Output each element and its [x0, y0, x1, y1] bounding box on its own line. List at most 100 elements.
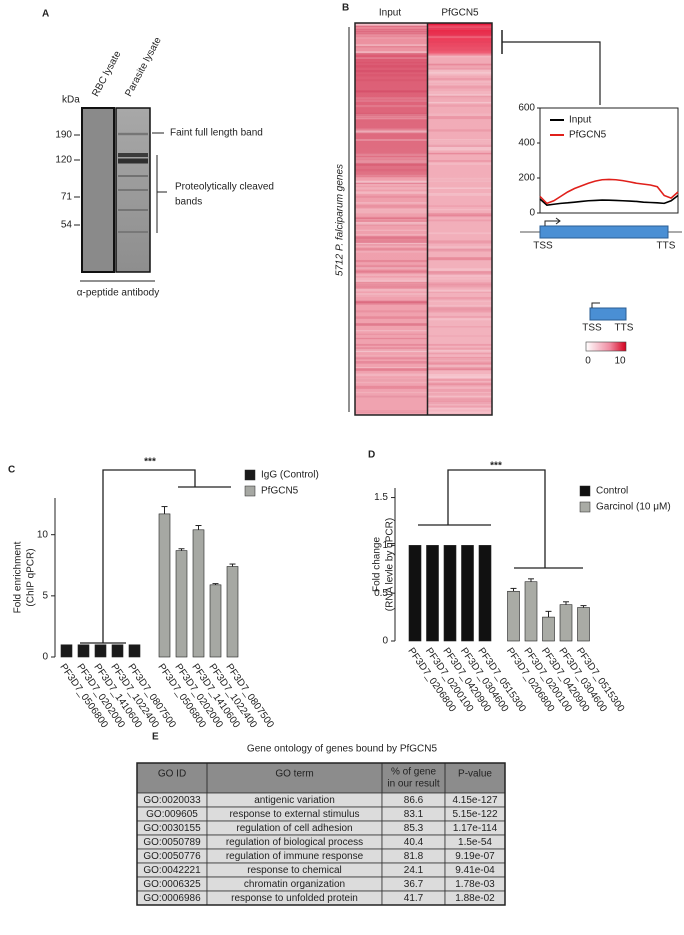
heatmap-stripe	[355, 379, 427, 382]
heatmap-stripe	[428, 27, 492, 29]
blot-lane	[115, 107, 151, 273]
heatmap-stripe	[428, 362, 492, 364]
heatmap-stripe	[428, 246, 492, 250]
heatmap-stripe	[355, 410, 427, 413]
table-cell-text: GO:0006325	[143, 879, 201, 890]
heatmap-stripe	[428, 71, 492, 74]
bar	[443, 545, 457, 642]
heatmap-stripe	[355, 234, 427, 236]
heatmap-stripe	[428, 363, 492, 366]
bar	[175, 550, 188, 658]
bar	[559, 604, 573, 642]
blot-band	[118, 209, 148, 211]
heatmap-stripe	[428, 248, 492, 252]
table-cell-text: regulation of immune response	[226, 851, 364, 862]
heatmap-stripe	[355, 73, 427, 77]
heatmap-stripe	[428, 68, 492, 71]
heatmap-stripe	[355, 51, 427, 54]
heatmap-stripe	[428, 306, 492, 309]
heatmap-stripe	[428, 27, 492, 30]
bar	[524, 581, 538, 642]
heatmap-stripe	[428, 374, 492, 377]
heatmap-stripe	[355, 25, 427, 28]
heatmap-stripe	[428, 147, 492, 150]
heatmap-stripe	[355, 192, 427, 194]
bar	[192, 529, 205, 658]
heatmap-stripe	[355, 395, 427, 398]
heatmap-stripe	[355, 51, 427, 53]
heatmap-stripe	[428, 94, 492, 97]
heatmap-stripe	[428, 101, 492, 104]
heatmap-column-pfgcn5	[428, 23, 492, 415]
heatmap-stripe	[355, 280, 427, 282]
heatmap-stripe	[355, 245, 427, 248]
heatmap-stripe	[355, 25, 427, 27]
heatmap-stripe	[428, 286, 492, 288]
marker-label: 190	[55, 130, 72, 141]
heatmap-stripe	[355, 288, 427, 292]
heatmap-stripe	[355, 157, 427, 160]
heatmap-stripe	[428, 162, 492, 165]
diagram-label: TSS	[582, 323, 602, 334]
heatmap-stripe	[428, 268, 492, 272]
heatmap-stripe	[428, 35, 492, 39]
heatmap-stripe	[355, 280, 427, 283]
bar	[111, 644, 124, 658]
blot-band	[118, 175, 148, 177]
heatmap-stripe	[428, 309, 492, 313]
significance-label: ***	[490, 461, 502, 472]
table-header: P-value	[458, 769, 492, 780]
error-bar	[563, 601, 569, 605]
bar	[209, 584, 222, 658]
heatmap-stripe	[428, 35, 492, 37]
heatmap-stripe	[428, 273, 492, 275]
heatmap-stripe	[428, 248, 492, 250]
heatmap-stripe	[355, 210, 427, 214]
heatmap-stripe	[355, 241, 427, 243]
error-bar	[161, 506, 168, 514]
y-tick-label: 5	[42, 590, 48, 601]
heatmap-stripe	[428, 407, 492, 410]
heatmap-stripe	[428, 177, 492, 180]
heatmap-stripe	[355, 44, 427, 47]
table-cell-text: GO:0030155	[143, 823, 201, 834]
heatmap-stripe	[355, 45, 427, 48]
error-bar	[580, 605, 587, 608]
heatmap-stripe	[428, 102, 492, 104]
heatmap-stripe	[355, 378, 427, 382]
blot-unit: kDa	[62, 95, 80, 106]
heatmap-stripe	[428, 249, 492, 251]
heatmap-stripe	[355, 161, 427, 163]
heatmap-stripe	[428, 144, 492, 148]
panel-label: D	[368, 450, 375, 461]
heatmap-stripe	[355, 180, 427, 184]
lane-label: Parasite lysate	[123, 35, 164, 98]
table-cell-text: regulation of biological process	[226, 837, 363, 848]
heatmap-stripe	[355, 162, 427, 166]
heatmap-stripe	[355, 116, 427, 119]
bar	[507, 590, 520, 642]
heatmap-stripe	[428, 296, 492, 300]
heatmap-stripe	[428, 104, 492, 107]
heatmap-stripe	[355, 112, 427, 116]
heatmap-stripe	[428, 368, 492, 371]
heatmap-stripe	[428, 67, 492, 71]
heatmap-stripe	[428, 286, 492, 289]
heatmap-stripe	[428, 352, 492, 355]
y-tick-label: 0	[42, 652, 48, 663]
y-axis-label: (ChIP qPCR)	[26, 548, 37, 606]
heatmap-stripe	[428, 270, 492, 274]
heatmap-stripe	[355, 348, 427, 352]
heatmap-stripe	[428, 306, 492, 310]
heatmap-stripe	[355, 283, 427, 287]
heatmap-stripe	[355, 265, 427, 269]
table-header-cell	[381, 762, 446, 794]
heatmap-stripe	[355, 300, 427, 303]
heatmap-stripe	[355, 208, 427, 211]
bar	[226, 566, 239, 658]
heatmap-stripe	[428, 388, 492, 392]
heatmap-stripe	[428, 284, 492, 287]
heatmap-stripe	[355, 100, 427, 102]
heatmap-stripe	[355, 114, 427, 117]
y-tick-label: 400	[518, 138, 535, 149]
